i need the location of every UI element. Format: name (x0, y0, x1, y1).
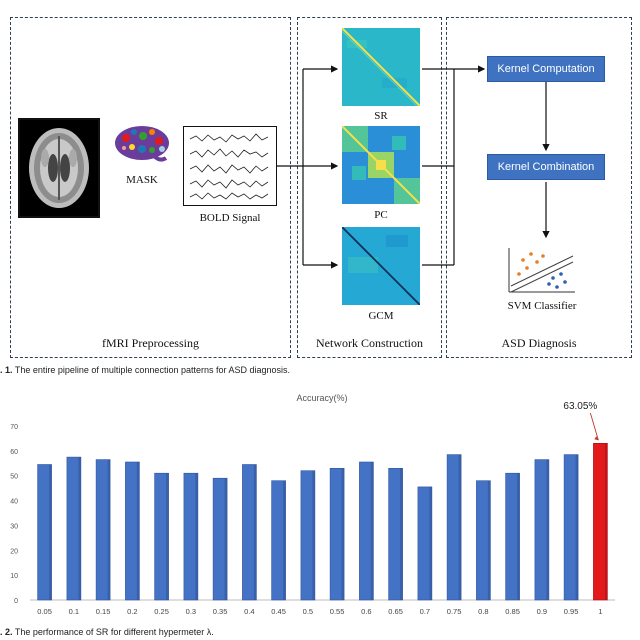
y-tick-label: 60 (10, 449, 18, 456)
bar-shade (312, 470, 315, 600)
x-tick-label: 0.45 (271, 607, 286, 616)
x-tick-label: 0.85 (505, 607, 520, 616)
bold-signal-wave (189, 148, 269, 158)
bar-shade (224, 478, 228, 600)
x-tick-label: 0.9 (537, 607, 547, 616)
x-tick-label: 0.6 (361, 607, 371, 616)
pc-matrix (342, 126, 420, 204)
bar-shade (604, 443, 608, 600)
bar-shade (517, 473, 520, 600)
diagnosis-panel: ASD Diagnosis (446, 17, 632, 358)
highlight-annotation: 63.05% (563, 401, 599, 441)
x-tick-label: 0.3 (186, 607, 196, 616)
bar-shade (429, 486, 432, 600)
x-tick-label: 0.55 (330, 607, 345, 616)
x-axis: 0.05 0.1 0.15 0.2 0.25 0.3 0.35 0.4 0.45 0.5 0.55 0… (30, 599, 615, 616)
kernel-computation-box: Kernel Computation (487, 56, 605, 82)
figure-1-caption: . 1. The entire pipeline of multiple con… (0, 365, 290, 375)
merge-arrows (422, 65, 486, 266)
sr-label: SR (374, 110, 388, 122)
x-tick-label: 0.35 (213, 607, 228, 616)
x-tick-label: 0.25 (154, 607, 169, 616)
x-tick-label: 0.65 (388, 607, 403, 616)
brain-mri-image (18, 118, 100, 218)
bar-shade (400, 468, 403, 600)
bold-signal-wave (189, 164, 269, 174)
network-panel-title: Network Construction (316, 336, 423, 350)
preprocessing-panel: fMRI Preprocessing (10, 17, 291, 358)
bar-shade (283, 480, 286, 600)
x-tick-label: 0.5 (303, 607, 313, 616)
bold-signal-wave (189, 133, 269, 143)
mask-brain-image (112, 122, 174, 164)
figure-2-caption: . 2. The performance of SR for different… (0, 627, 214, 637)
bar-shade (136, 462, 140, 600)
annotation-arrowhead (594, 436, 599, 441)
branch-arrows (277, 65, 339, 269)
bar-shade (341, 468, 345, 600)
bar-shade (49, 464, 52, 600)
bold-signal-label: BOLD Signal (199, 212, 261, 224)
kernel-combination-box: Kernel Combination (487, 154, 605, 180)
bar-shade (458, 454, 462, 600)
bar-shade (546, 459, 549, 600)
x-tick-label: 1 (598, 607, 602, 616)
pc-label: PC (374, 209, 388, 221)
gcm-matrix (342, 227, 420, 305)
y-tick-label: 50 (10, 474, 18, 481)
bar-shade (253, 464, 257, 600)
figure-2-caption-prefix: . 2. (0, 627, 13, 637)
x-tick-label: 0.4 (244, 607, 254, 616)
bar-shade (487, 480, 491, 600)
x-tick-label: 0.05 (37, 607, 52, 616)
y-tick-label: 40 (10, 499, 18, 506)
network-panel: Network Construction (297, 17, 442, 358)
annotation-line (589, 412, 599, 441)
preprocessing-panel-title: fMRI Preprocessing (102, 336, 199, 350)
svm-classifier-plot (505, 246, 577, 296)
x-tick-label: 0.75 (447, 607, 462, 616)
bar-shade (370, 462, 374, 600)
figure-1-caption-text: The entire pipeline of multiple connecti… (12, 365, 291, 375)
x-tick-label: 0.8 (478, 607, 488, 616)
diagnosis-panel-title: ASD Diagnosis (501, 336, 577, 350)
gcm-label: GCM (368, 310, 394, 322)
bar-shade (107, 459, 111, 600)
x-tick-label: 0.1 (69, 607, 79, 616)
sr-matrix (342, 28, 420, 106)
bar-shade (166, 473, 169, 600)
chart-title: Accuracy(%) (296, 393, 347, 403)
figure-1-caption-prefix: . 1. (0, 365, 13, 375)
y-tick-label: 0 (14, 598, 18, 605)
y-tick-label: 10 (10, 573, 18, 580)
x-tick-label: 0.7 (420, 607, 430, 616)
y-axis: 0 10 20 30 40 50 60 70 (10, 424, 18, 605)
y-tick-label: 30 (10, 523, 18, 530)
kernel-down-arrows (542, 82, 550, 239)
bar-shade (195, 473, 198, 600)
bar-shade (78, 457, 81, 600)
x-tick-label: 0.15 (96, 607, 111, 616)
y-tick-label: 20 (10, 548, 18, 555)
bar-shade (575, 454, 579, 600)
x-tick-label: 0.95 (564, 607, 579, 616)
bold-signal-wave (189, 179, 269, 189)
mask-label: MASK (126, 174, 158, 186)
bold-signal-box (183, 126, 277, 206)
bold-signal-wave (189, 192, 269, 200)
highlight-value-label: 63.05% (563, 401, 597, 412)
y-tick-label: 70 (10, 424, 18, 431)
figure-2-caption-text: The performance of SR for different hype… (12, 627, 214, 637)
bars (37, 442, 608, 601)
svm-classifier-label: SVM Classifier (507, 300, 577, 312)
x-tick-label: 0.2 (127, 607, 137, 616)
